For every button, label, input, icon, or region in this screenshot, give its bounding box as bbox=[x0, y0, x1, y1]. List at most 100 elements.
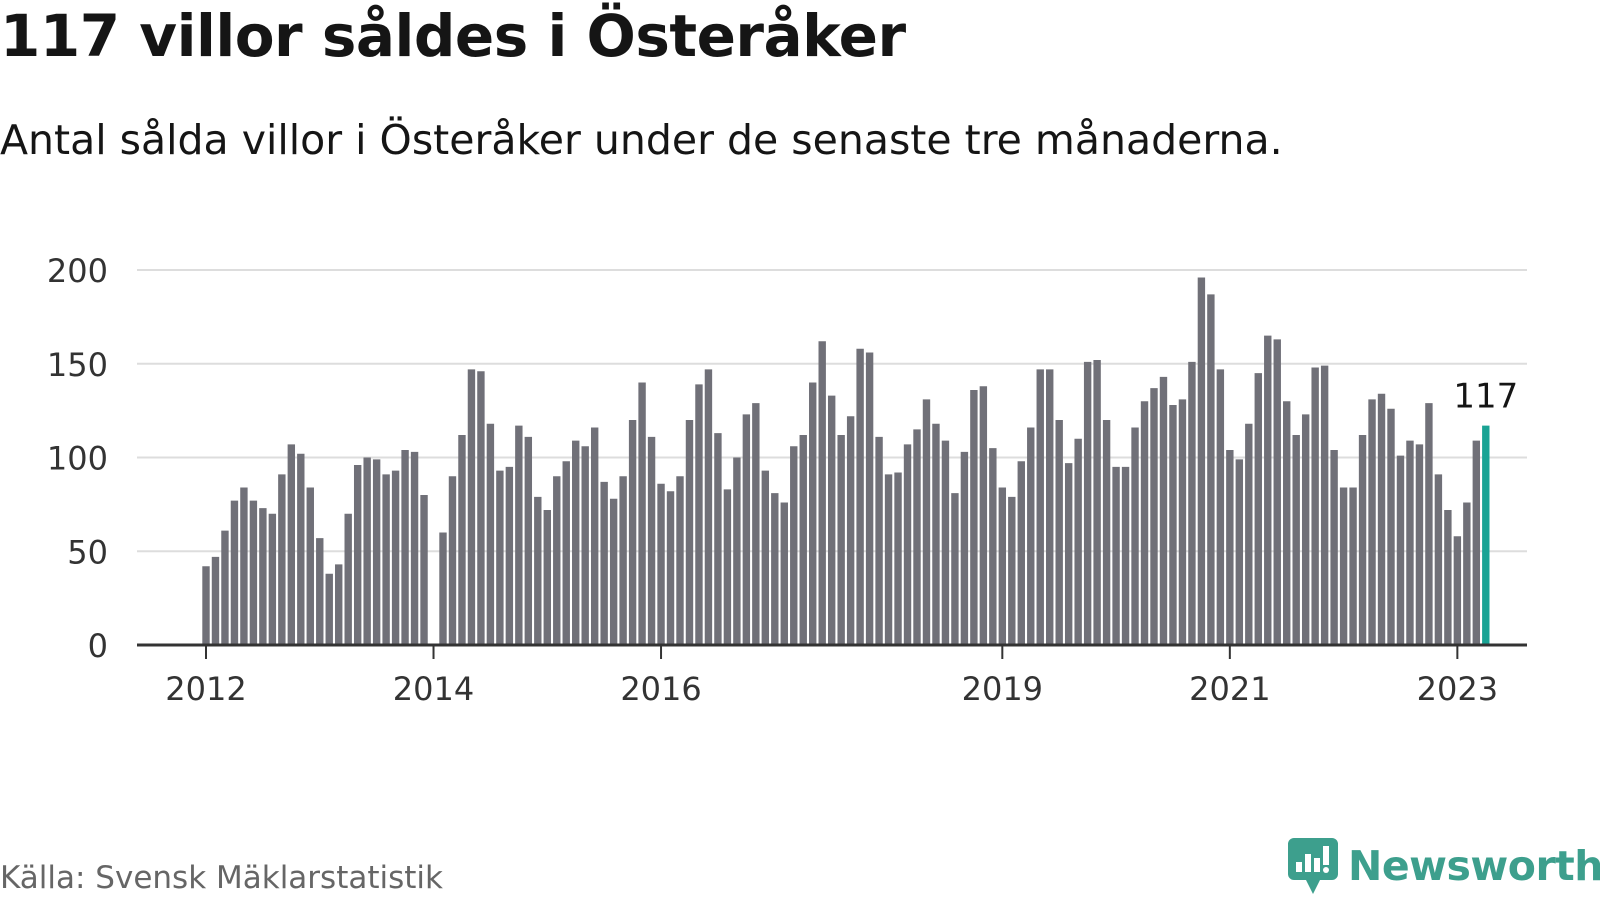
bar bbox=[259, 508, 267, 645]
bar bbox=[799, 435, 807, 645]
bar bbox=[363, 457, 371, 645]
bar bbox=[884, 474, 893, 645]
bar bbox=[1245, 423, 1253, 645]
bar bbox=[932, 423, 940, 645]
x-axis bbox=[137, 643, 1527, 659]
bar bbox=[1472, 440, 1481, 645]
bar bbox=[1131, 427, 1139, 645]
bars bbox=[202, 277, 1490, 645]
bar bbox=[752, 403, 760, 645]
x-tick-label: 2021 bbox=[1189, 670, 1270, 708]
bar bbox=[1064, 463, 1073, 645]
bar-highlight bbox=[1482, 425, 1490, 645]
bar bbox=[534, 496, 542, 645]
bar bbox=[1036, 369, 1044, 645]
bar bbox=[970, 390, 978, 645]
bar bbox=[941, 440, 950, 645]
bar bbox=[572, 440, 580, 645]
bar bbox=[913, 429, 921, 645]
bar bbox=[1235, 459, 1244, 645]
bar bbox=[809, 382, 817, 645]
bar bbox=[372, 459, 381, 645]
bar bbox=[401, 450, 409, 645]
bar bbox=[790, 446, 798, 645]
bar bbox=[1415, 444, 1424, 645]
bar bbox=[657, 483, 665, 645]
bar bbox=[562, 461, 570, 645]
y-tick-label: 0 bbox=[88, 627, 108, 665]
bar bbox=[1017, 461, 1025, 645]
bar bbox=[1377, 393, 1386, 645]
bar bbox=[1283, 401, 1291, 645]
bar bbox=[1320, 365, 1329, 645]
labels: 0 50 100 150 200 2012 2014 2016 2019 2021 2023 117 bbox=[47, 252, 1518, 708]
bar bbox=[581, 446, 589, 645]
bar bbox=[590, 427, 599, 645]
bar bbox=[391, 470, 400, 645]
chart-title: 117 villor såldes i Österåker bbox=[0, 2, 906, 70]
bar bbox=[903, 444, 912, 645]
bar bbox=[733, 457, 741, 645]
bar bbox=[202, 566, 210, 645]
bar bbox=[638, 382, 646, 645]
bar bbox=[1425, 403, 1433, 645]
bar bbox=[249, 500, 258, 645]
bar bbox=[382, 474, 390, 645]
bar bbox=[1387, 408, 1395, 645]
bar bbox=[316, 538, 324, 645]
bar bbox=[1311, 367, 1319, 645]
source-note: Källa: Svensk Mäklarstatistik bbox=[0, 860, 443, 896]
y-tick-label: 100 bbox=[47, 440, 108, 478]
bar bbox=[496, 470, 504, 645]
bar bbox=[287, 444, 296, 645]
bar bbox=[278, 474, 286, 645]
bar bbox=[1330, 450, 1338, 645]
bar bbox=[505, 466, 514, 645]
bar bbox=[1074, 438, 1082, 645]
bar bbox=[827, 395, 836, 645]
bar bbox=[439, 532, 447, 645]
bar bbox=[1083, 361, 1092, 645]
highlight-value-label: 117 bbox=[1453, 377, 1518, 417]
bar bbox=[515, 425, 523, 645]
bar bbox=[1264, 335, 1272, 645]
bar bbox=[420, 495, 428, 645]
newsworthy-logo-icon bbox=[1288, 838, 1338, 894]
bar bbox=[960, 451, 969, 645]
bar bbox=[1046, 369, 1054, 645]
bar bbox=[1207, 294, 1215, 645]
y-tick-label: 150 bbox=[47, 346, 108, 384]
bar bbox=[922, 399, 931, 645]
bar bbox=[1292, 435, 1300, 645]
x-tick-label: 2012 bbox=[165, 670, 246, 708]
bar bbox=[230, 500, 239, 645]
bar bbox=[723, 489, 732, 645]
bar bbox=[818, 341, 826, 645]
bar bbox=[486, 423, 495, 645]
newsworthy-logo: Newsworthy bbox=[1288, 838, 1600, 894]
bar bbox=[297, 453, 305, 645]
bar bbox=[335, 564, 343, 645]
bar bbox=[477, 371, 485, 645]
bar bbox=[467, 369, 476, 645]
bar bbox=[676, 476, 684, 645]
bar bbox=[695, 384, 703, 645]
bar bbox=[1339, 487, 1348, 645]
bar bbox=[211, 556, 220, 645]
x-tick-label: 2023 bbox=[1417, 670, 1498, 708]
bar bbox=[1226, 450, 1234, 645]
brand-name: Newsworthy bbox=[1348, 842, 1600, 890]
chart-subtitle: Antal sålda villor i Österåker under de … bbox=[0, 116, 1283, 164]
bar bbox=[448, 476, 457, 645]
bar bbox=[543, 510, 551, 645]
bar bbox=[856, 348, 864, 645]
bar bbox=[1358, 435, 1367, 645]
bar bbox=[1197, 277, 1206, 645]
bar bbox=[1188, 361, 1196, 645]
bar bbox=[1112, 466, 1120, 645]
bar bbox=[1273, 339, 1281, 645]
bar bbox=[1150, 388, 1158, 645]
x-tick-label: 2019 bbox=[962, 670, 1043, 708]
bar bbox=[410, 451, 419, 645]
